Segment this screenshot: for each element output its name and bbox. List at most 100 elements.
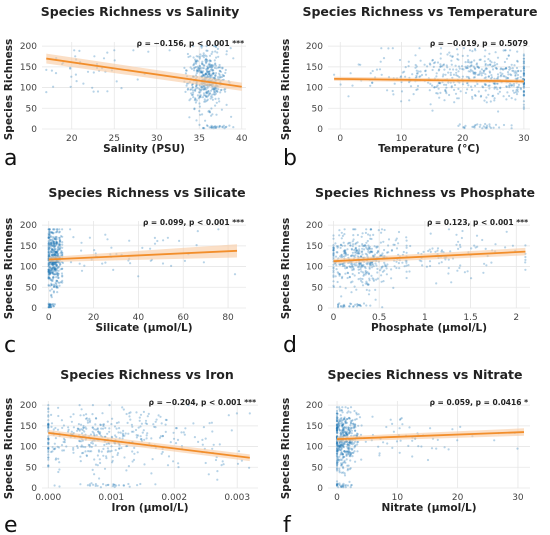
data-point (120, 87, 123, 90)
data-point (365, 253, 369, 256)
data-point (363, 244, 366, 247)
data-point (172, 460, 175, 463)
data-point (345, 418, 348, 421)
data-point (57, 246, 60, 249)
data-point (476, 123, 479, 126)
data-point (349, 447, 352, 450)
data-point (343, 304, 346, 308)
data-point (47, 237, 51, 240)
data-point (48, 233, 51, 236)
data-point (516, 447, 519, 450)
data-point (53, 245, 56, 248)
data-point (221, 460, 224, 463)
data-point (47, 419, 50, 422)
data-point (350, 265, 354, 268)
data-point (357, 63, 360, 66)
data-point (347, 450, 350, 453)
data-point (57, 269, 60, 272)
data-point (408, 270, 411, 273)
data-point (332, 285, 335, 289)
data-point (218, 76, 221, 79)
data-point (361, 277, 364, 281)
data-point (491, 95, 494, 98)
data-point (516, 60, 519, 63)
data-point (164, 418, 167, 421)
x-tick-label: 40 (133, 313, 145, 323)
data-point (143, 438, 146, 441)
data-point (184, 427, 187, 430)
data-point (478, 73, 481, 76)
data-point (515, 89, 518, 92)
data-point (53, 238, 57, 241)
data-point (53, 250, 57, 253)
data-point (436, 61, 440, 64)
data-point (516, 76, 519, 79)
data-point (464, 65, 467, 68)
data-point (492, 126, 495, 129)
data-point (117, 484, 121, 487)
data-point (50, 239, 53, 242)
data-point (87, 450, 90, 453)
data-point (378, 454, 381, 457)
data-point (439, 63, 442, 66)
data-point (515, 71, 518, 75)
data-point (199, 95, 202, 98)
data-point (55, 242, 58, 245)
data-point (192, 96, 195, 99)
y-tick-label: 100 (20, 263, 37, 273)
data-point (200, 70, 203, 73)
data-point (209, 89, 213, 92)
data-point (367, 272, 370, 275)
data-point (205, 124, 209, 127)
data-point (332, 249, 335, 252)
data-point (72, 413, 75, 416)
data-point (72, 451, 75, 454)
data-point (496, 88, 499, 91)
data-point (47, 465, 50, 468)
data-point (203, 100, 206, 103)
data-point (208, 93, 211, 96)
data-point (348, 432, 351, 435)
data-point (62, 437, 66, 440)
data-point (58, 265, 61, 268)
data-point (236, 462, 240, 465)
chart-title: Species Richness vs Nitrate (328, 367, 523, 382)
x-tick-label: 10 (396, 134, 408, 144)
data-point (61, 426, 64, 429)
data-point (419, 70, 422, 73)
x-tick-label: 25 (109, 134, 120, 144)
data-point (85, 454, 88, 457)
data-point (215, 89, 218, 92)
data-point (206, 59, 209, 62)
data-point (164, 430, 167, 433)
data-point (505, 57, 509, 60)
data-point (488, 123, 491, 126)
data-point (192, 56, 195, 59)
data-point (339, 83, 342, 86)
data-point (516, 59, 519, 63)
data-point (194, 97, 197, 100)
data-point (216, 125, 219, 128)
data-point (106, 90, 109, 93)
data-point (358, 245, 361, 248)
data-point (514, 73, 517, 76)
data-point (52, 254, 55, 257)
data-point (407, 444, 410, 447)
data-point (478, 72, 481, 75)
data-point (516, 70, 520, 73)
data-point (47, 426, 50, 429)
data-point (340, 277, 344, 280)
data-point (214, 63, 217, 66)
data-point (517, 83, 521, 86)
data-point (213, 125, 217, 128)
data-point (370, 266, 374, 269)
data-point (478, 58, 481, 62)
data-point (466, 88, 469, 91)
y-tick-label: 50 (312, 283, 324, 293)
data-point (352, 268, 355, 271)
data-point (342, 431, 345, 435)
data-point (54, 251, 58, 254)
data-point (129, 418, 132, 421)
data-point (354, 264, 357, 267)
data-point (205, 60, 208, 63)
